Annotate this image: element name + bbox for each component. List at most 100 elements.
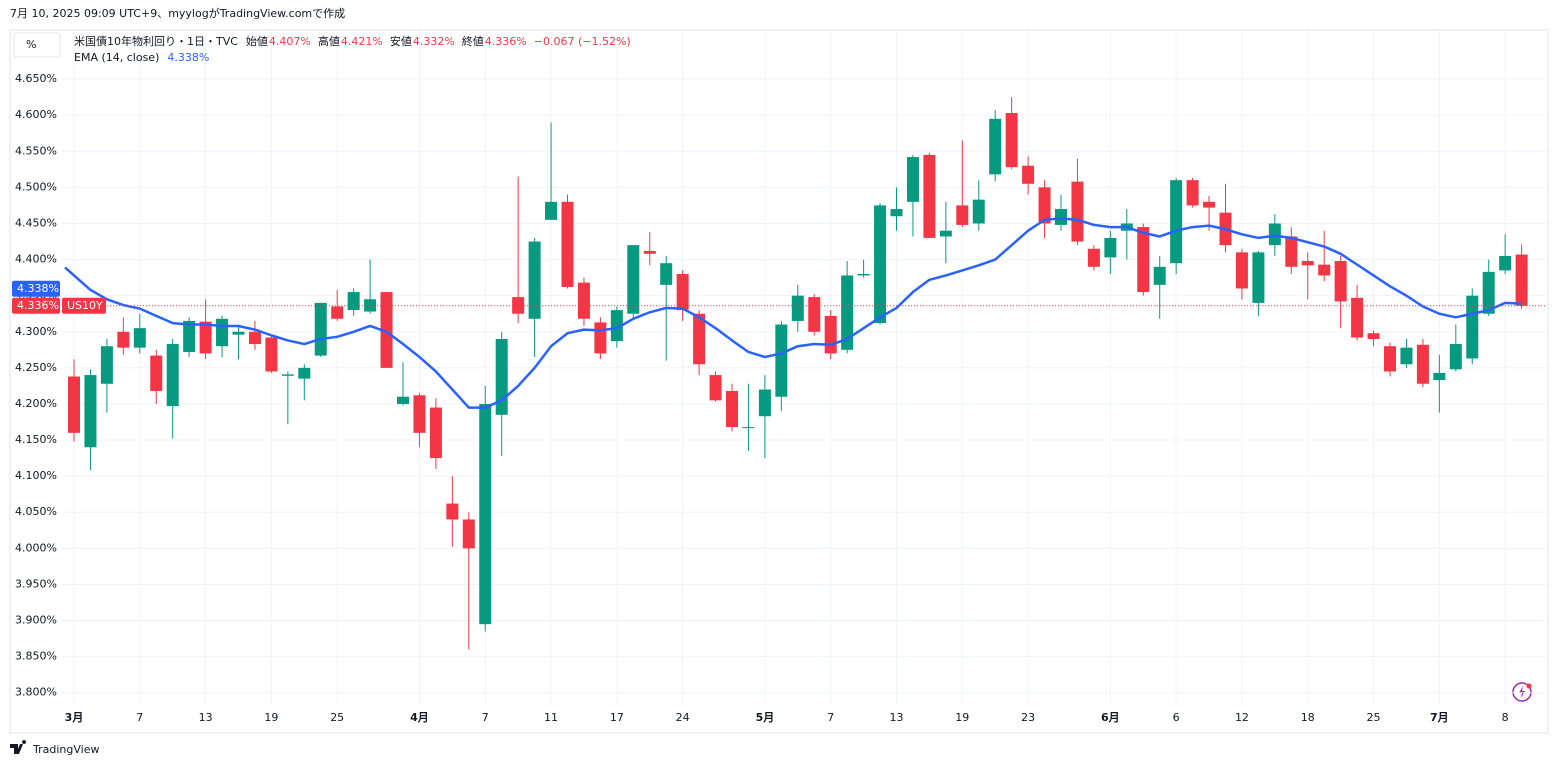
candle-body [742, 427, 755, 429]
y-tick-label: 4.600% [15, 108, 57, 121]
candle-body [84, 375, 97, 448]
legend-value: 4.332% [413, 35, 455, 48]
legend-key: 安値 [390, 34, 412, 48]
y-tick-label: 4.150% [15, 433, 57, 446]
scale-button[interactable] [13, 32, 61, 58]
candle-body [1433, 372, 1446, 381]
x-tick-label: 7 [482, 711, 489, 724]
price-tag-close: 4.336% US10Y [12, 297, 106, 314]
candle-body [1482, 271, 1495, 314]
y-tick-label: 4.400% [15, 253, 57, 266]
candle-body [1268, 223, 1281, 246]
candle-body [791, 295, 804, 321]
candle-body [1252, 252, 1265, 303]
x-tick-label: 23 [1021, 711, 1035, 724]
alert-icon[interactable] [1512, 682, 1532, 702]
legend-name: 米国債10年物利回り・1日・TVC [74, 34, 238, 48]
ema-line [64, 217, 1522, 409]
candle-body [331, 306, 344, 319]
symbol-tag-bg [62, 297, 106, 314]
candle-body [989, 118, 1002, 175]
legend-key: 高値 [318, 34, 340, 48]
candle-body [1203, 201, 1216, 208]
candle-body [545, 201, 558, 220]
y-tick-label: 4.300% [15, 325, 57, 338]
y-tick-label: 4.500% [15, 180, 57, 193]
candles [68, 97, 1528, 650]
alert-bolt[interactable] [1519, 686, 1525, 698]
x-tick-label: 24 [676, 711, 690, 724]
y-tick-label: 4.050% [15, 505, 57, 518]
ema-legend-value: 4.338% [167, 51, 209, 64]
candle-body [462, 519, 475, 549]
y-tick-label: 4.650% [15, 72, 57, 85]
candle-body [100, 346, 113, 384]
candle-body [413, 395, 426, 433]
candle-body [347, 292, 360, 311]
candle-body [1235, 252, 1248, 289]
ema-legend-name: EMA (14, close) [74, 51, 159, 64]
legend-value: 4.421% [341, 35, 383, 48]
candle-body [1466, 295, 1479, 359]
x-tick-label: 7月 [1430, 711, 1449, 724]
x-tick-label: 7 [136, 711, 143, 724]
x-tick-label: 4月 [410, 711, 429, 724]
candle-body [1005, 113, 1018, 168]
legend-key: 始値 [246, 34, 268, 48]
candle-body [824, 315, 837, 354]
candle-body [594, 322, 607, 354]
candle-body [298, 367, 311, 379]
brand-name: TradingView [32, 743, 99, 756]
grid [62, 31, 1547, 705]
y-tick-label: 4.450% [15, 216, 57, 229]
x-tick-label: 25 [1367, 711, 1381, 724]
candle-body [1137, 227, 1150, 293]
candle-body [1515, 254, 1528, 306]
candle-body [775, 324, 788, 397]
scale-button-label[interactable]: % [26, 38, 36, 51]
alert-dot[interactable] [1526, 683, 1532, 689]
candle-body [150, 355, 163, 391]
candle-body [248, 331, 261, 345]
candle-body [265, 337, 278, 372]
candle-body [133, 328, 146, 348]
candle-body [890, 209, 903, 217]
legend-key: 終値 [462, 34, 484, 48]
legend-value: 4.407% [269, 35, 311, 48]
x-tick-label: 6 [1173, 711, 1180, 724]
y-tick-label: 3.900% [15, 614, 57, 627]
candle-body [1186, 180, 1199, 206]
candle-body [1087, 248, 1100, 267]
x-tick-label: 18 [1301, 711, 1315, 724]
candle-body [1384, 346, 1396, 372]
candle-body [1170, 180, 1183, 264]
candle-body [709, 375, 722, 401]
y-tick-label: 4.200% [15, 397, 57, 410]
y-tick-label: 3.800% [15, 686, 57, 699]
candle-body [1285, 236, 1298, 267]
candle-body [1301, 261, 1314, 266]
x-tick-label: 5月 [756, 711, 775, 724]
candle-body [808, 297, 821, 332]
x-tick-label: 12 [1235, 711, 1249, 724]
candle-body [906, 157, 919, 202]
candle-body [1318, 264, 1331, 276]
price-tag-label: 4.336% [17, 299, 59, 312]
x-tick-label: 3月 [65, 711, 84, 724]
header: 7月 10, 2025 09:09 UTC+9、myylogがTradingVi… [10, 6, 345, 20]
x-tick-label: 17 [610, 711, 624, 724]
candle-body [495, 338, 508, 415]
x-tick-label: 25 [330, 711, 344, 724]
candle-body [429, 407, 442, 459]
candle-body [380, 292, 393, 368]
y-tick-label: 4.550% [15, 144, 57, 157]
candle-body [676, 274, 689, 311]
candle-body [627, 245, 640, 314]
price-tag-ema: 4.338% [12, 280, 60, 297]
price-tag-bg [12, 297, 60, 314]
candle-body [857, 274, 870, 276]
candle-body [1071, 181, 1084, 242]
price-tag-label: 4.338% [17, 282, 59, 295]
candle-body [1334, 261, 1347, 302]
